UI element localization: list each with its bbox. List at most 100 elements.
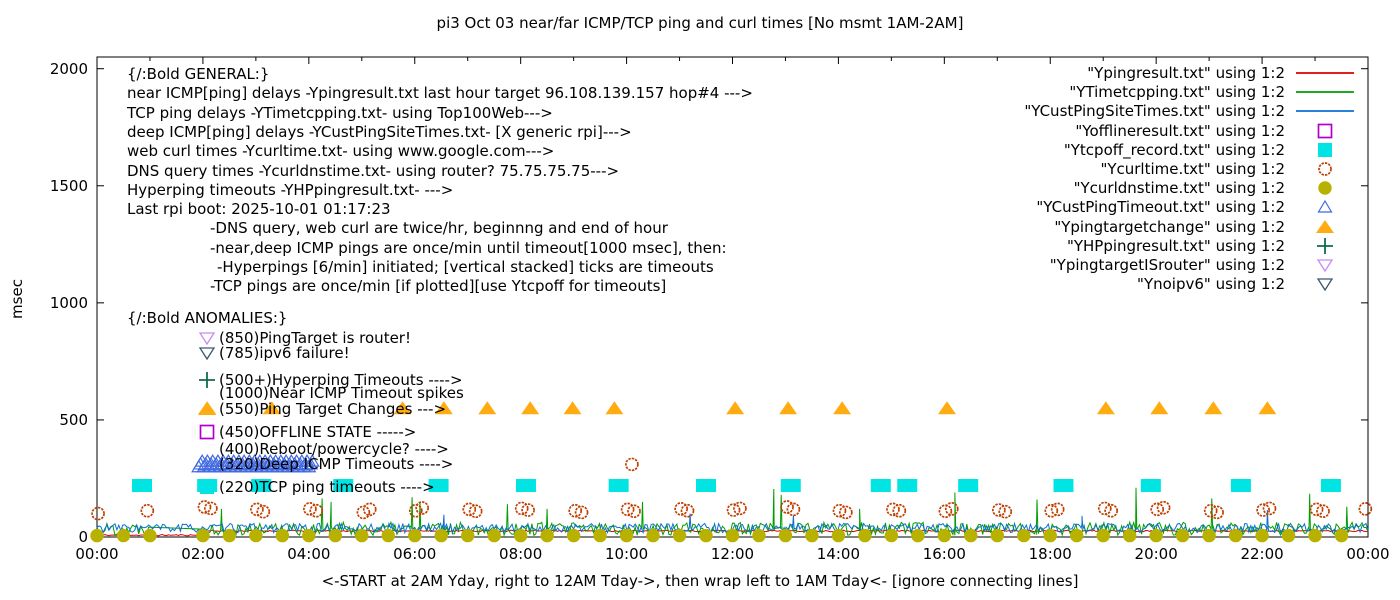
circle-open-icon [1262, 501, 1277, 516]
circle-filled-icon [434, 528, 448, 543]
circle-open-icon [733, 501, 747, 516]
circle-open-icon [780, 500, 794, 514]
x-tick-label: 00:00 [1346, 545, 1390, 563]
legend-entry-label: "YTimetcpping.txt" using 1:2 [1069, 83, 1285, 102]
circle-filled-icon [884, 528, 899, 543]
circle-filled-icon [752, 528, 766, 543]
circle-filled-icon [196, 528, 210, 543]
circle-filled-icon [302, 528, 316, 543]
circle-filled-icon [487, 528, 501, 543]
legend-entry-label: "Ypingtargetchange" using 1:2 [1054, 217, 1285, 236]
circle-filled-icon [1096, 528, 1110, 543]
y-tick-label: 1000 [49, 293, 88, 312]
anomaly-note-line: (320)Deep ICMP Timeouts ----> [197, 455, 453, 473]
circle-filled-icon [1281, 528, 1296, 543]
circle-open-icon [1156, 500, 1171, 515]
circle-filled-icon [355, 528, 369, 543]
circle-filled-icon [461, 528, 475, 543]
chart-title: pi3 Oct 03 near/far ICMP/TCP ping and cu… [436, 14, 964, 32]
circle-filled-icon [672, 528, 687, 543]
legend-entry: "Ypingtargetchange" using 1:2 [1005, 218, 1357, 236]
circle-open-icon [886, 502, 900, 517]
circle-open-icon [514, 501, 529, 516]
circle-filled-icon [513, 528, 528, 543]
circle-filled-icon [381, 528, 395, 543]
circle-open-icon [838, 505, 853, 520]
legend-swatch-line [1296, 110, 1354, 113]
x-axis-label: <-START at 2AM Yday, right to 12AM Tday-… [321, 572, 1079, 590]
legend-swatch-tridown-open [1316, 259, 1334, 273]
legend-entry-label: "YCustPingTimeout.txt" using 1:2 [1036, 198, 1285, 217]
circle-open-icon [462, 502, 477, 517]
circle-filled-icon [858, 528, 872, 543]
general-note-line: web curl times -Ycurltime.txt- using www… [127, 142, 555, 161]
circle-open-icon [574, 505, 589, 520]
circle-filled-icon [831, 528, 846, 543]
circle-open-icon [938, 504, 953, 519]
legend-entry: "YCustPingSiteTimes.txt" using 1:2 [1005, 102, 1357, 120]
anomaly-note-line: (850)PingTarget is router! [197, 329, 411, 347]
legend-entry: "YTimetcpping.txt" using 1:2 [1005, 83, 1357, 101]
square-filled-icon [1318, 142, 1332, 157]
circle-open-icon [309, 503, 324, 518]
square-open-icon [1317, 123, 1333, 138]
tridown-open-icon [198, 332, 216, 346]
circle-open-icon [362, 502, 377, 517]
anomaly-note-text: (500+)Hyperping Timeouts ----> [219, 370, 463, 389]
triangle-filled-icon [262, 401, 281, 415]
triangle-filled-icon [1096, 401, 1115, 415]
circle-open-icon [415, 501, 430, 515]
plus-icon [199, 371, 215, 388]
circle-filled-icon [964, 528, 978, 543]
circle-filled-icon [1255, 528, 1269, 543]
general-note-line: Hyperping timeouts -YHPpingresult.txt- -… [127, 180, 454, 199]
circle-open-icon [998, 504, 1013, 519]
circle-filled-icon [1228, 528, 1243, 543]
circle-filled-icon [699, 528, 713, 543]
square-open-icon [199, 424, 215, 440]
square-filled-icon [200, 479, 214, 494]
x-tick-label: 08:00 [499, 545, 543, 563]
legend-entry-label: "Ypingresult.txt" using 1:2 [1087, 64, 1285, 82]
anomaly-note-line: (400)Reboot/powercycle? ----> [197, 440, 449, 458]
x-tick-label: 02:00 [181, 545, 225, 563]
legend-entry: "Ytcpoff_record.txt" using 1:2 [1005, 141, 1357, 159]
circle-open-icon [832, 503, 847, 518]
tridown-open-icon [1316, 278, 1334, 292]
circle-filled-icon [408, 528, 422, 543]
legend-entry: "Yofflineresult.txt" using 1:2 [1005, 122, 1357, 140]
triangle-open-icon [304, 453, 320, 467]
circle-open-icon [726, 503, 741, 517]
anomaly-note-text: (400)Reboot/powercycle? ----> [219, 439, 449, 458]
legend-swatch-tridown-open [1316, 278, 1334, 292]
anomaly-note-line: (450)OFFLINE STATE -----> [197, 423, 416, 441]
triangle-filled-icon [1150, 401, 1169, 415]
y-tick-label: 2000 [49, 59, 88, 78]
general-note-line: -TCP pings are once/min [if plotted][use… [210, 277, 667, 296]
circle-filled-icon [1043, 528, 1057, 543]
legend-entry-label: "YCustPingSiteTimes.txt" using 1:2 [1024, 102, 1285, 121]
x-tick-label: 18:00 [1028, 545, 1072, 563]
anomaly-note-text: (850)PingTarget is router! [219, 328, 411, 347]
triangle-filled-icon [198, 402, 216, 416]
circle-filled-icon [1308, 528, 1322, 543]
rect-filled-icon [251, 478, 272, 492]
legend-swatch-circle-open [1318, 162, 1332, 176]
circle-filled-icon [619, 528, 634, 543]
circle-open-icon [468, 504, 483, 519]
plus-icon [199, 371, 215, 388]
circle-filled-icon [593, 528, 607, 543]
rect-filled-icon [1230, 478, 1251, 492]
anomaly-note-text: (785)ipv6 failure! [219, 343, 350, 362]
square-open-icon [199, 424, 215, 440]
y-tick-label: 1500 [49, 176, 88, 195]
legend-swatch-circle-filled [1318, 181, 1332, 195]
x-tick-label: 00:00 [75, 545, 119, 563]
circle-filled-icon [1122, 528, 1137, 543]
anomaly-note-line: (785)ipv6 failure! [197, 344, 350, 362]
circle-open-icon [944, 502, 959, 516]
triangle-filled-icon [1258, 401, 1277, 415]
triangle-filled-icon [937, 401, 956, 415]
rect-filled-icon [870, 478, 891, 492]
